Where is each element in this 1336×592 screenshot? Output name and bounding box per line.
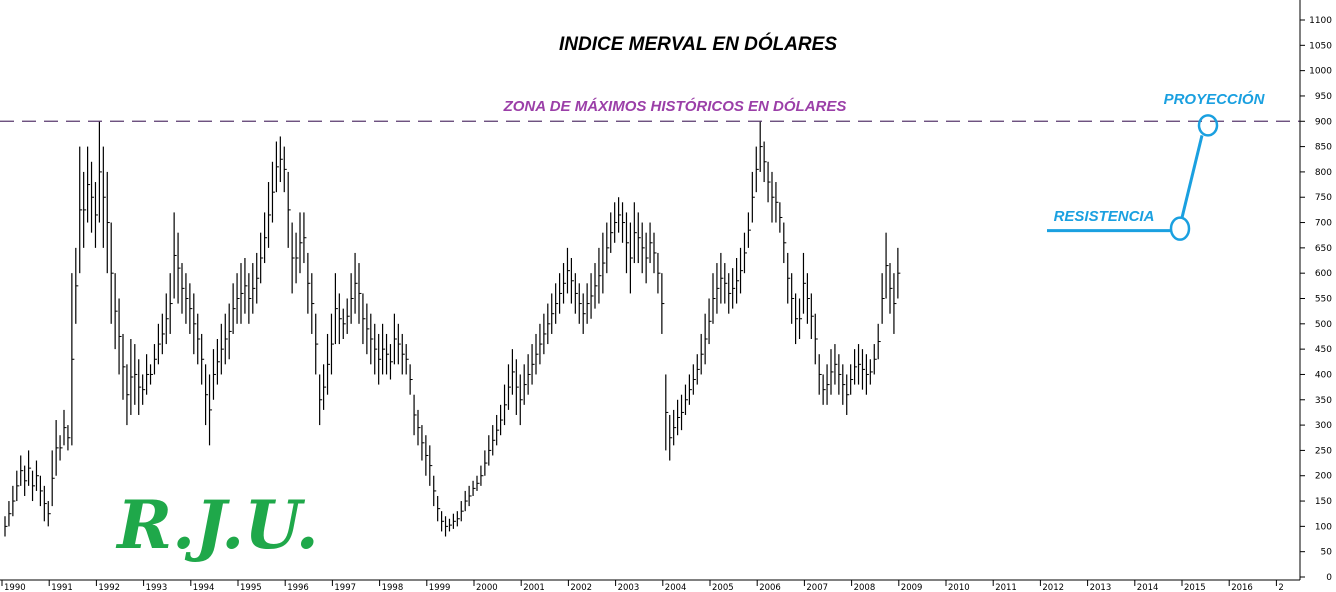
y-tick-label: 650	[1315, 244, 1332, 254]
x-tick-label: 2016	[1231, 583, 1253, 592]
x-tick-label: 2004	[665, 583, 687, 592]
y-tick-label: 0	[1326, 573, 1332, 583]
x-tick-label: 2011	[995, 583, 1017, 592]
x-tick-label: 2000	[476, 583, 498, 592]
y-tick-label: 500	[1315, 320, 1332, 330]
y-tick-label: 750	[1315, 193, 1332, 203]
x-tick-label: 2006	[759, 583, 781, 592]
projection-circle	[1197, 114, 1219, 137]
x-tick-label: 2013	[1090, 583, 1112, 592]
x-tick-label: 2002	[570, 583, 592, 592]
y-tick-label: 600	[1315, 269, 1332, 279]
x-tick-label: 1997	[334, 583, 356, 592]
resistance-circle	[1169, 216, 1191, 241]
y-tick-label: 150	[1315, 497, 1332, 507]
y-tick-label: 300	[1315, 421, 1332, 431]
y-tick-label: 250	[1315, 446, 1332, 456]
y-tick-label: 200	[1315, 472, 1332, 482]
y-tick-label: 950	[1315, 92, 1332, 102]
y-tick-label: 1100	[1309, 16, 1332, 26]
x-ticks: 1990 1991 1992 1993 1994 1995 1996 1997 1998 1999…	[1, 580, 1284, 592]
y-tick-label: 1000	[1309, 67, 1332, 77]
resistance-label: RESISTENCIA	[1054, 208, 1155, 225]
max-zone-label: ZONA DE MÁXIMOS HISTÓRICOS EN DÓLARES	[503, 97, 847, 115]
x-tick-label: 1998	[382, 583, 404, 592]
x-tick-label: 1999	[429, 583, 451, 592]
chart-title: INDICE MERVAL EN DÓLARES	[559, 33, 837, 55]
y-tick-label: 400	[1315, 370, 1332, 380]
x-tick-label: 2009	[901, 583, 923, 592]
y-tick-label: 850	[1315, 143, 1332, 153]
x-tick-label: 2	[1278, 583, 1283, 592]
y-tick-label: 100	[1315, 522, 1332, 532]
x-tick-label: 1990	[4, 583, 26, 592]
y-tick-label: 900	[1315, 117, 1332, 127]
y-tick-label: 700	[1315, 219, 1332, 229]
y-ticks: 0 50 100 150 200 250 300 350 400 450 500 550 600 650 7…	[1300, 16, 1332, 583]
y-tick-label: 450	[1315, 345, 1332, 355]
x-tick-label: 2012	[1042, 583, 1064, 592]
x-tick-label: 2008	[854, 583, 876, 592]
x-tick-label: 2003	[618, 583, 640, 592]
y-tick-label: 550	[1315, 295, 1332, 305]
projection-line	[1180, 134, 1204, 218]
price-bars	[4, 121, 901, 537]
x-tick-label: 2005	[712, 583, 734, 592]
x-tick-label: 1994	[193, 583, 215, 592]
x-tick-label: 1996	[287, 583, 309, 592]
x-tick-label: 2001	[523, 583, 545, 592]
projection-label: PROYECCIÓN	[1164, 90, 1266, 108]
y-tick-label: 800	[1315, 168, 1332, 178]
x-tick-label: 1992	[98, 583, 120, 592]
x-tick-label: 2014	[1137, 583, 1159, 592]
x-tick-label: 1993	[146, 583, 168, 592]
x-tick-label: 1995	[240, 583, 262, 592]
x-tick-label: 2007	[806, 583, 828, 592]
x-tick-label: 2015	[1184, 583, 1206, 592]
y-tick-label: 350	[1315, 396, 1332, 406]
y-tick-label: 50	[1321, 548, 1333, 558]
rju-watermark: R.J.U.	[115, 486, 318, 564]
y-tick-label: 1050	[1309, 41, 1332, 51]
x-tick-label: 1991	[51, 583, 73, 592]
x-tick-label: 2010	[948, 583, 970, 592]
